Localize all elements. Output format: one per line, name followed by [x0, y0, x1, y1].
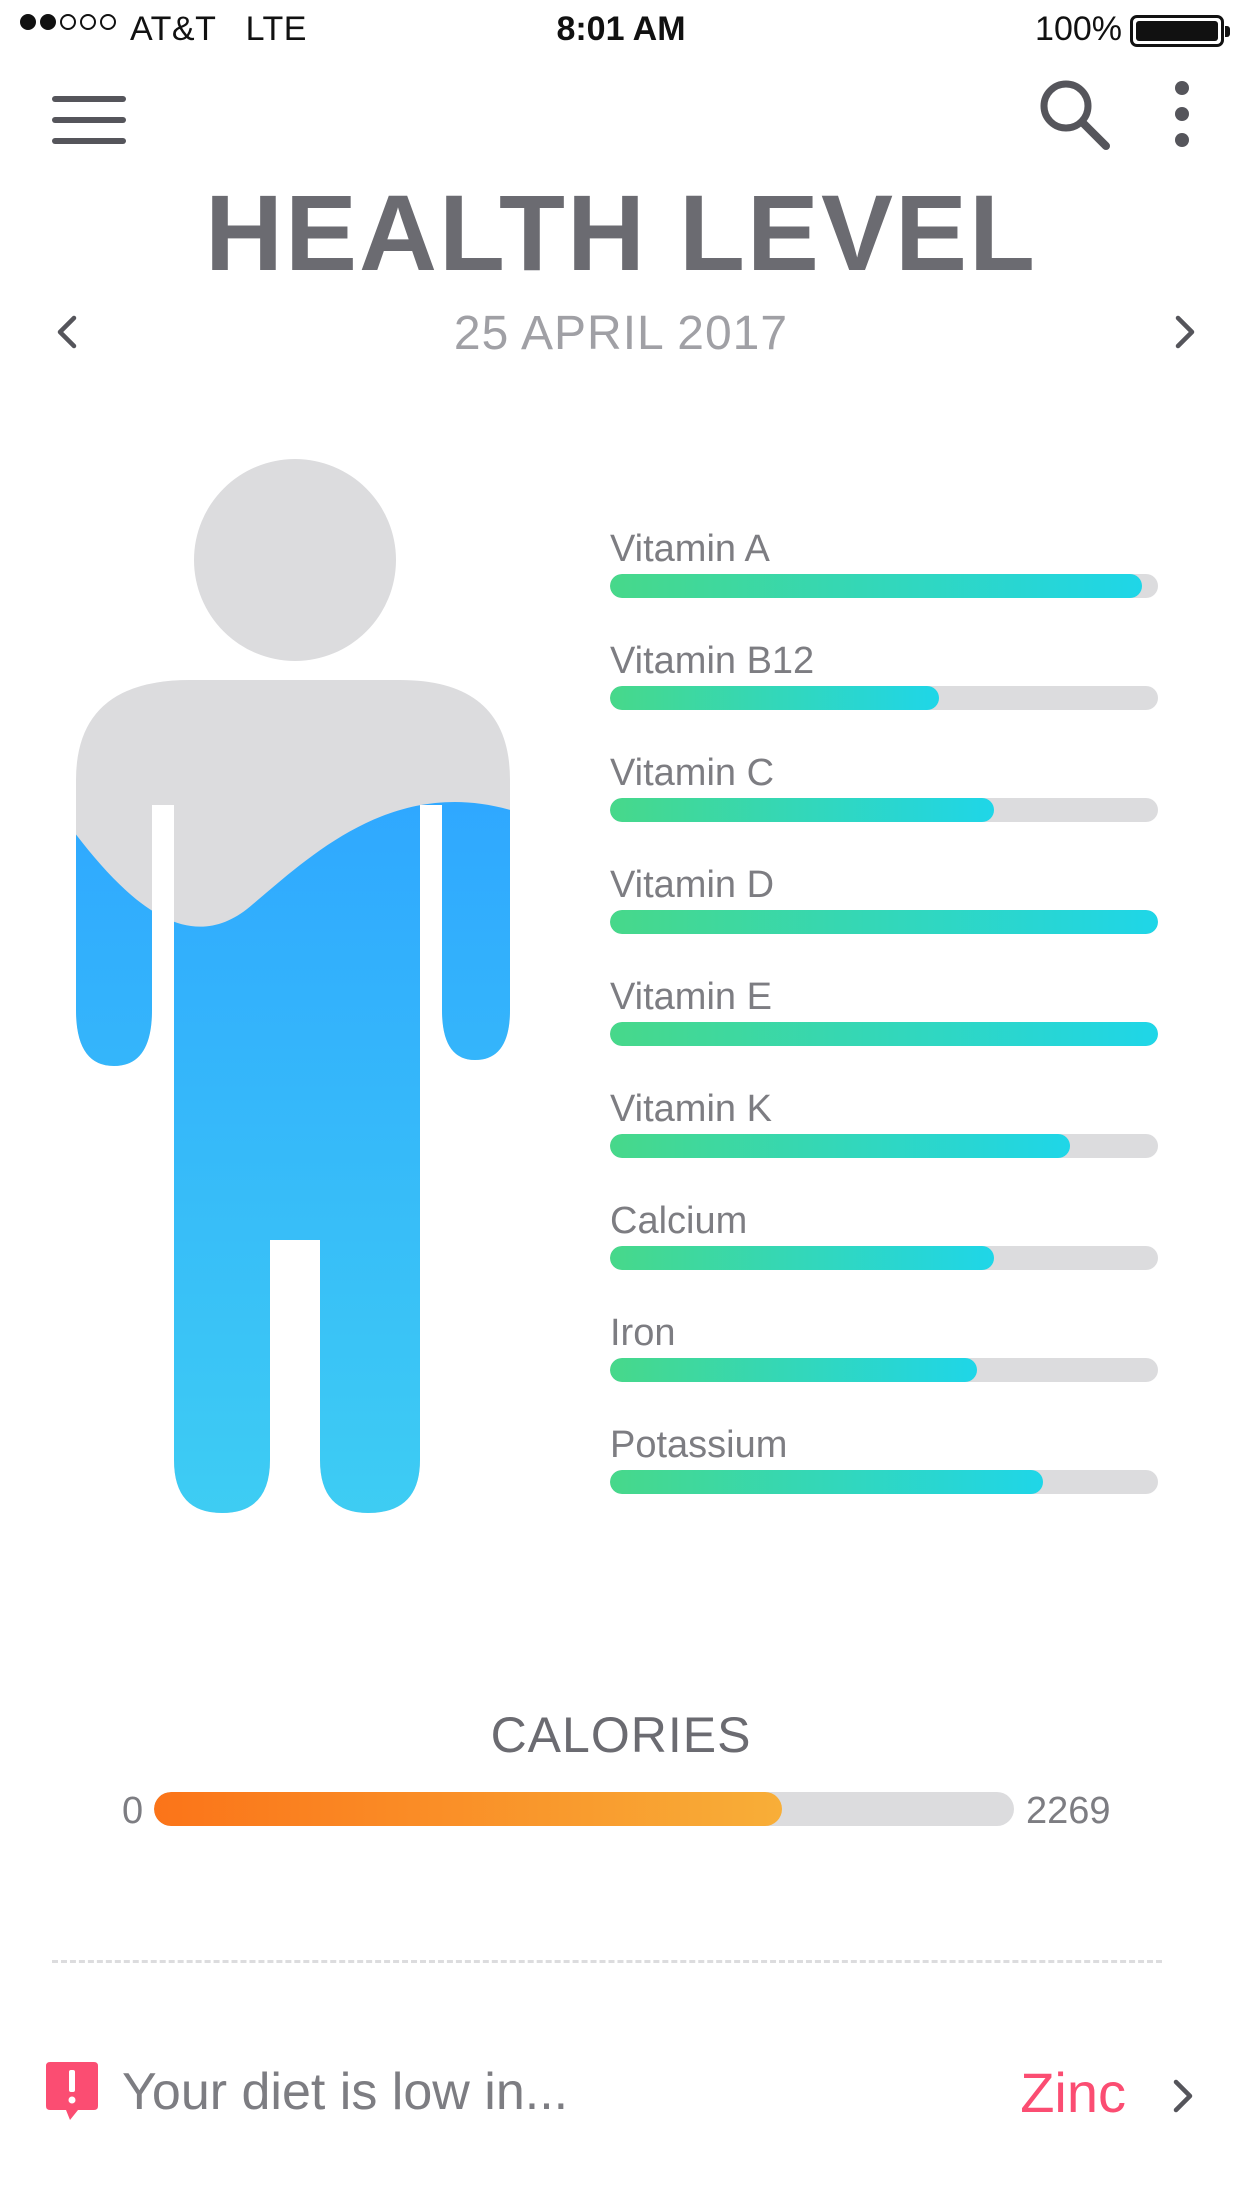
- nutrient-iron: Iron: [610, 1312, 1158, 1424]
- nutrient-bar-fill: [610, 1246, 994, 1270]
- more-vertical-icon[interactable]: [1160, 80, 1204, 148]
- nutrient-label: Vitamin K: [610, 1088, 772, 1130]
- chevron-left-icon[interactable]: [48, 312, 88, 352]
- nutrient-bar-fill: [610, 1470, 1043, 1494]
- alert-icon: [46, 2062, 98, 2120]
- nutrient-label: Vitamin C: [610, 752, 775, 794]
- nutrient-calcium: Calcium: [610, 1200, 1158, 1312]
- nutrient-vitamin-c: Vitamin C: [610, 752, 1158, 864]
- carrier-label: AT&T LTE: [130, 10, 307, 48]
- nutrient-bar-fill: [610, 574, 1142, 598]
- nutrient-bar-fill: [610, 1134, 1071, 1158]
- status-bar: AT&T LTE 8:01 AM 100%: [0, 0, 1242, 60]
- nutrient-label: Potassium: [610, 1424, 788, 1466]
- calories-bar-fill: [154, 1792, 782, 1826]
- status-time: 8:01 AM: [556, 10, 686, 48]
- calories-bar: [154, 1792, 1014, 1826]
- signal-strength-icon: [20, 14, 116, 30]
- calories-max-label: 2269: [1026, 1790, 1111, 1832]
- nutrient-label: Vitamin D: [610, 864, 775, 906]
- chevron-right-icon[interactable]: [1164, 312, 1204, 352]
- nutrient-bar: [610, 1134, 1158, 1158]
- nutrient-vitamin-d: Vitamin D: [610, 864, 1158, 976]
- page-title: HEALTH LEVEL: [205, 172, 1037, 293]
- nutrient-label: Vitamin E: [610, 976, 772, 1018]
- nutrient-label: Iron: [610, 1312, 676, 1354]
- nutrient-vitamin-e: Vitamin E: [610, 976, 1158, 1088]
- nutrient-label: Calcium: [610, 1200, 748, 1242]
- nutrient-bar-fill: [610, 798, 994, 822]
- nutrient-vitamin-a: Vitamin A: [610, 528, 1158, 640]
- nutrient-bar: [610, 574, 1158, 598]
- nutrient-bar: [610, 1022, 1158, 1046]
- nutrient-bar: [610, 686, 1158, 710]
- nutrient-bar-fill: [610, 686, 939, 710]
- hamburger-icon[interactable]: [52, 92, 126, 148]
- nutrient-bar: [610, 910, 1158, 934]
- nutrient-list: Vitamin A Vitamin B12 Vitamin C Vitamin …: [610, 528, 1158, 1536]
- nutrient-potassium: Potassium: [610, 1424, 1158, 1536]
- nutrient-vitamin-b12: Vitamin B12: [610, 640, 1158, 752]
- search-icon[interactable]: [1036, 76, 1112, 152]
- divider: [52, 1960, 1162, 1963]
- nutrient-bar-fill: [610, 1022, 1158, 1046]
- date-label: 25 APRIL 2017: [453, 307, 789, 360]
- calories-title: CALORIES: [490, 1707, 752, 1763]
- alert-text: Your diet is low in...: [122, 2063, 569, 2121]
- chevron-right-icon[interactable]: [1164, 2076, 1200, 2116]
- calories-min-label: 0: [122, 1790, 144, 1832]
- nutrient-bar: [610, 1246, 1158, 1270]
- nutrient-bar: [610, 1470, 1158, 1494]
- nutrient-bar: [610, 1358, 1158, 1382]
- nutrient-label: Vitamin A: [610, 528, 770, 570]
- nutrient-bar: [610, 798, 1158, 822]
- battery-icon: [1130, 15, 1230, 47]
- nutrient-bar-fill: [610, 1358, 978, 1382]
- alert-nutrient-value: Zinc: [1020, 2061, 1126, 2124]
- nutrient-bar-fill: [610, 910, 1158, 934]
- nutrient-label: Vitamin B12: [610, 640, 815, 682]
- low-nutrient-alert[interactable]: Your diet is low in... Zinc: [0, 2046, 1242, 2150]
- body-fill-figure: [76, 459, 510, 1513]
- battery-percent: 100%: [1035, 10, 1122, 48]
- nutrient-vitamin-k: Vitamin K: [610, 1088, 1158, 1200]
